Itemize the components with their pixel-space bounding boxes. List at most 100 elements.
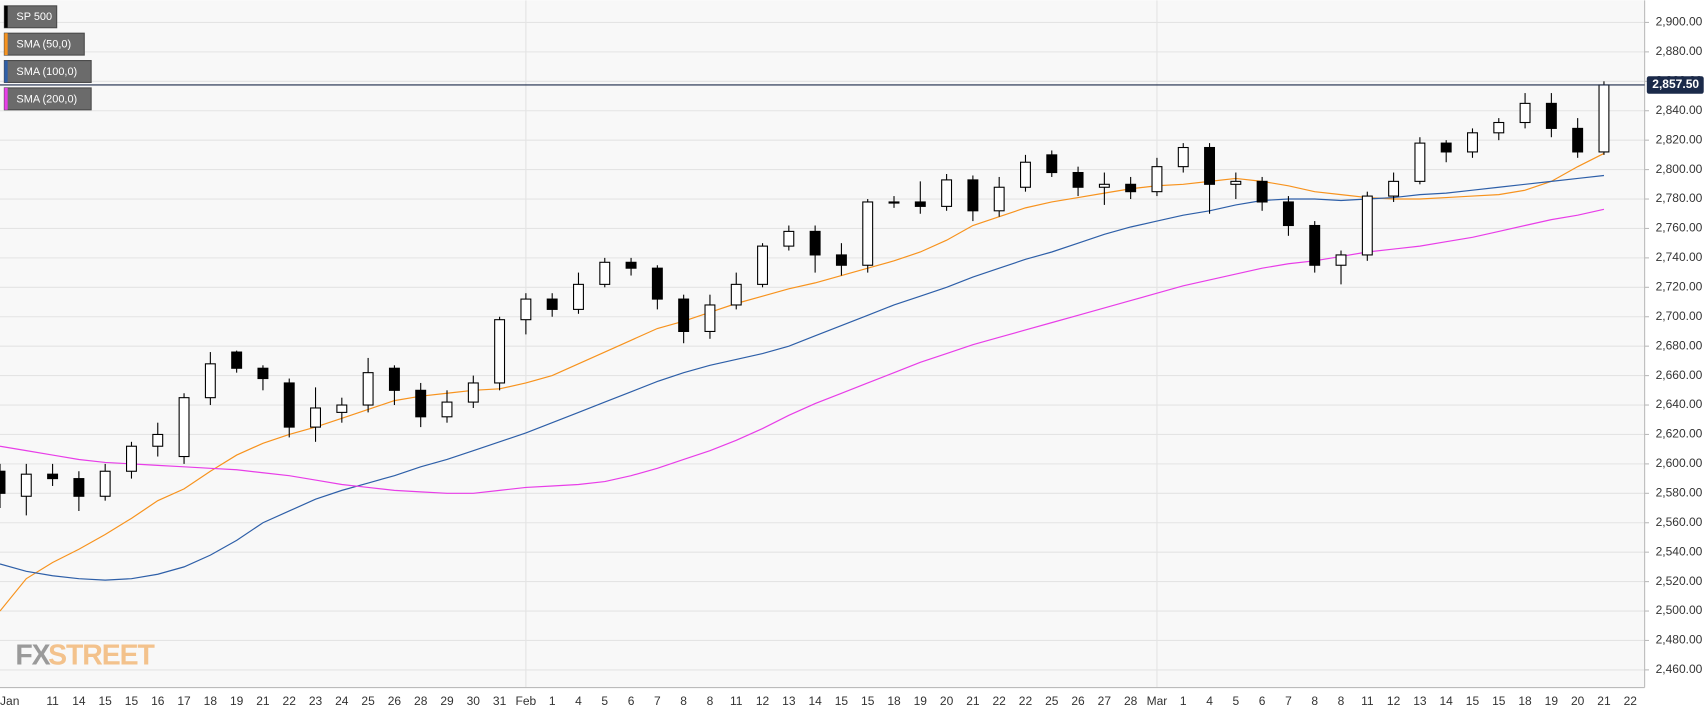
x-tick-label: 25: [1045, 694, 1059, 708]
y-tick-label: 2,900.00: [1656, 15, 1703, 29]
candle-body: [0, 470, 6, 494]
x-tick-label: 15: [1492, 694, 1506, 708]
legend-swatch: [4, 5, 8, 28]
legend-swatch: [4, 87, 8, 110]
candle-body: [888, 201, 900, 204]
x-tick-label: 14: [1440, 694, 1454, 708]
candle-body: [1072, 171, 1084, 188]
candle-body: [1230, 180, 1242, 185]
y-tick-label: 2,880.00: [1656, 44, 1703, 58]
candle-body: [73, 478, 85, 497]
x-tick-label: 6: [628, 694, 635, 708]
x-tick-label: 18: [1518, 694, 1532, 708]
candle-body: [704, 304, 716, 333]
x-tick-label: 1: [1180, 694, 1187, 708]
y-tick-label: 2,760.00: [1656, 221, 1703, 235]
candle-body: [126, 445, 137, 472]
x-tick-label: 21: [1597, 694, 1611, 708]
axes: 2,460.00 2,480.00 2,500.00 2,520.00 2,540.00…: [0, 15, 1704, 708]
candle-body: [441, 401, 453, 418]
candle-body: [1177, 146, 1189, 168]
legend: SP 500 SMA (50,0) SMA (100,0) SMA (200,0): [3, 5, 92, 111]
candle-body: [757, 245, 769, 285]
candle-body: [625, 261, 637, 269]
y-tick-label: 2,680.00: [1656, 338, 1703, 352]
candle-body: [1572, 127, 1584, 153]
y-tick-label: 2,720.00: [1656, 279, 1703, 293]
candle-body: [941, 179, 953, 207]
candle-body: [1151, 166, 1163, 193]
y-tick-label: 2,600.00: [1656, 456, 1703, 470]
candle-body: [1361, 195, 1373, 256]
candle-body: [310, 407, 322, 428]
candle-body: [204, 363, 216, 399]
x-tick-label: 14: [808, 694, 822, 708]
legend-swatch: [4, 33, 8, 56]
y-tick-label: 2,580.00: [1656, 485, 1703, 499]
x-tick-label: Jan: [0, 694, 19, 708]
x-tick-label: 14: [72, 694, 86, 708]
candle-body: [1440, 142, 1452, 153]
watermark: FX: [15, 639, 50, 671]
x-tick-label: 8: [680, 694, 687, 708]
x-tick-label: 15: [125, 694, 139, 708]
y-tick-label: 2,660.00: [1656, 368, 1703, 382]
candle-body: [783, 230, 795, 247]
y-tick-label: 2,540.00: [1656, 544, 1703, 558]
x-tick-label: 5: [601, 694, 608, 708]
x-tick-label: 26: [388, 694, 402, 708]
plot-background: [0, 0, 1645, 687]
candle-body: [862, 201, 874, 266]
last-price-box: [1646, 76, 1704, 94]
grid: [0, 0, 1645, 688]
x-tick-label: 22: [1019, 694, 1033, 708]
y-tick-label: 2,640.00: [1656, 397, 1703, 411]
y-tick-label: 2,800.00: [1656, 162, 1703, 176]
x-tick-label: 20: [940, 694, 954, 708]
sma-line: [0, 152, 1605, 612]
x-tick-label: 11: [730, 694, 743, 708]
candle-body: [257, 367, 269, 380]
x-tick-label: 1: [549, 694, 556, 708]
x-tick-label: 13: [1413, 694, 1427, 708]
y-tick-label: 2,460.00: [1656, 662, 1703, 676]
y-tick-label: 2,700.00: [1656, 309, 1703, 323]
candle-body: [99, 470, 111, 497]
candle-body: [178, 397, 190, 458]
candle-body: [1125, 183, 1137, 193]
x-tick-label: 23: [309, 694, 323, 708]
candle-body: [415, 389, 427, 418]
x-tick-label: 28: [1124, 694, 1138, 708]
candle-body: [1335, 254, 1347, 266]
legend-swatch: [4, 60, 8, 83]
legend-label: SMA (200,0): [16, 93, 77, 105]
x-tick-label: 22: [283, 694, 297, 708]
candle-body: [1414, 142, 1426, 182]
candle-body: [494, 319, 506, 384]
x-tick-label: 16: [151, 694, 165, 708]
candle-body: [152, 433, 164, 447]
x-tick-label: 13: [782, 694, 796, 708]
y-tick-label: 2,740.00: [1656, 250, 1703, 264]
candles: [0, 81, 1610, 516]
x-tick-label: 21: [966, 694, 980, 708]
x-tick-label: 11: [46, 694, 59, 708]
x-tick-label: 8: [707, 694, 714, 708]
x-tick-label: 18: [204, 694, 218, 708]
x-tick-label: 7: [654, 694, 661, 708]
x-tick-label: 19: [1545, 694, 1559, 708]
legend-label: SMA (100,0): [16, 66, 77, 78]
candle-body: [967, 179, 979, 212]
y-tick-label: 2,480.00: [1656, 633, 1703, 647]
y-tick-label: 2,520.00: [1656, 574, 1703, 588]
candle-body: [914, 201, 926, 207]
candle-body: [362, 372, 374, 406]
legend-label: SMA (50,0): [16, 39, 71, 51]
x-tick-label: 19: [230, 694, 244, 708]
x-tick-label: 15: [861, 694, 875, 708]
x-tick-label: 8: [1338, 694, 1345, 708]
x-tick-label: 4: [1206, 694, 1213, 708]
candle-body: [1493, 121, 1505, 134]
candle-body: [231, 351, 243, 369]
y-tick-label: 2,560.00: [1656, 515, 1703, 529]
